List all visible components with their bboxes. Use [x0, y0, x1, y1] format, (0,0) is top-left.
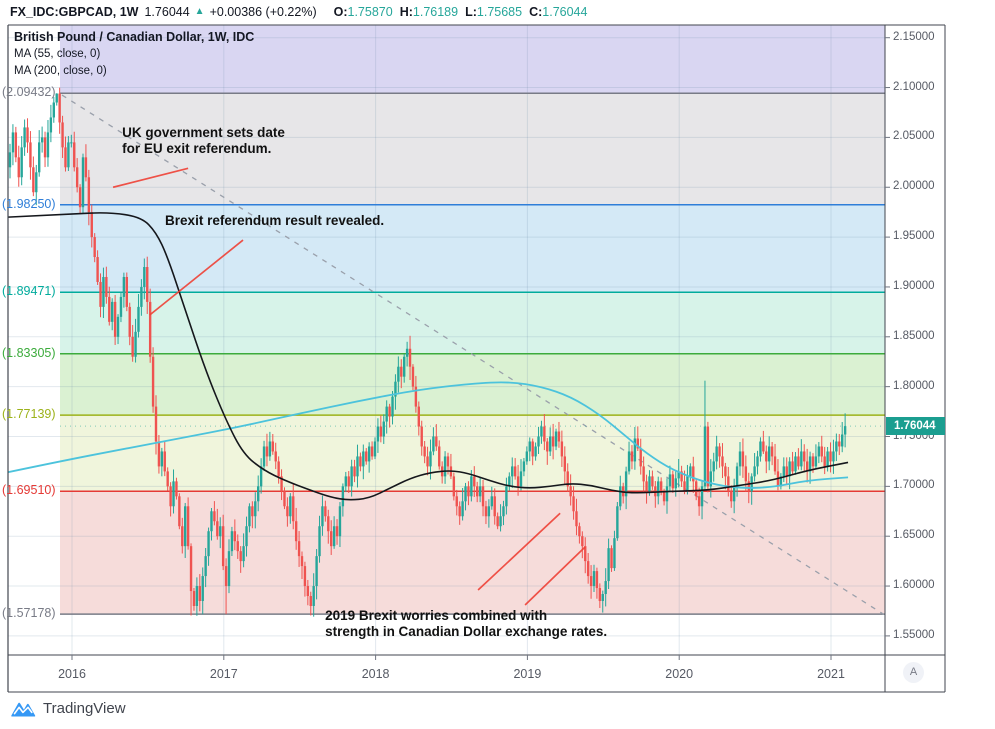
chart-legend: British Pound / Canadian Dollar, 1W, IDC…: [14, 29, 254, 80]
time-axis-year-label: 2018: [361, 667, 390, 681]
symbol-title[interactable]: FX_IDC:GBPCAD, 1W: [10, 4, 139, 19]
legend-ma55[interactable]: MA (55, close, 0): [14, 48, 101, 60]
ohlc-values: O:1.75870 H:1.76189 L:1.75685 C:1.76044: [327, 5, 588, 19]
annotation-line: strength in Canadian Dollar exchange rat…: [325, 623, 608, 639]
annotation-trend-arrow[interactable]: [477, 512, 561, 591]
fib-level-label: (1.57178): [2, 606, 56, 621]
open-value: 1.75870: [347, 4, 393, 19]
last-price-tag: 1.76044: [886, 417, 945, 436]
last-price: 1.76044: [144, 4, 190, 19]
quote-bar: FX_IDC:GBPCAD, 1W 1.76044 ▲ +0.00386 (+0…: [0, 0, 995, 23]
price-axis-tick: 1.65000: [893, 529, 935, 542]
price-axis-tick: 1.90000: [893, 279, 935, 292]
tradingview-brand-text: TradingView: [43, 700, 126, 717]
price-axis-tick: 1.80000: [893, 379, 935, 392]
annotation-2019-brexit-worries[interactable]: 2019 Brexit worries combined with streng…: [325, 608, 607, 640]
price-axis-tick: 2.00000: [893, 180, 935, 193]
annotation-uk-referendum-date[interactable]: UK government sets date for EU exit refe…: [122, 125, 285, 157]
fib-level-label: (2.09432): [2, 85, 56, 100]
price-axis-tick: 1.55000: [893, 628, 935, 641]
time-axis-year-label: 2017: [209, 667, 238, 681]
fib-level-label: (1.83305): [2, 345, 56, 360]
fib-level-label: (1.98250): [2, 196, 56, 211]
tradingview-watermark[interactable]: TradingView: [10, 699, 126, 718]
time-axis-year-label: 2021: [817, 667, 845, 681]
annotation-trend-arrow[interactable]: [112, 167, 189, 189]
price-axis-tick: 1.60000: [893, 579, 935, 592]
fib-level-label: (1.89471): [2, 284, 56, 299]
time-axis-year-label: 2016: [58, 667, 86, 681]
high-label: H:: [399, 4, 413, 19]
annotation-line: 2019 Brexit worries combined with: [325, 607, 548, 623]
ma200-line[interactable]: [7, 381, 849, 489]
low-label: L:: [465, 4, 477, 19]
price-axis-tick: 2.15000: [893, 30, 935, 43]
price-axis-tick: 1.85000: [893, 329, 935, 342]
tradingview-logo-icon: [11, 702, 36, 717]
close-label: C:: [529, 4, 543, 19]
price-axis-tick: 2.10000: [893, 80, 935, 93]
price-axis-tick: 1.95000: [893, 230, 935, 243]
low-value: 1.75685: [476, 4, 523, 19]
fib-level-label: (1.69510): [2, 483, 56, 498]
open-label: O:: [333, 4, 348, 19]
direction-up-icon: ▲: [194, 6, 205, 17]
price-axis-tick: 1.70000: [893, 479, 935, 492]
time-axis-year-label: 2019: [513, 667, 542, 681]
annotation-trend-arrow[interactable]: [149, 239, 244, 316]
legend-symbol-title[interactable]: British Pound / Canadian Dollar, 1W, IDC: [14, 30, 255, 44]
plot-area[interactable]: [7, 23, 885, 655]
time-axis-year-label: 2020: [665, 667, 694, 681]
annotation-line: for EU exit referendum.: [122, 141, 272, 157]
auto-scale-button[interactable]: A: [903, 662, 924, 683]
price-axis[interactable]: 2.15000 2.10000 2.05000 2.00000 1.95000 1.900…: [885, 25, 945, 692]
price-axis-tick: 2.05000: [893, 130, 935, 143]
fib-level-label: (1.77139): [2, 407, 56, 422]
legend-ma200[interactable]: MA (200, close, 0): [14, 65, 107, 77]
ma55-line[interactable]: [7, 212, 849, 501]
annotation-brexit-result[interactable]: Brexit referendum result revealed.: [165, 213, 384, 229]
price-change: +0.00386 (+0.22%): [209, 4, 317, 19]
high-value: 1.76189: [412, 4, 459, 19]
annotation-line: Brexit referendum result revealed.: [165, 213, 385, 229]
annotation-trend-arrow[interactable]: [524, 546, 586, 606]
close-value: 1.76044: [542, 4, 588, 19]
annotation-line: UK government sets date: [122, 125, 285, 141]
